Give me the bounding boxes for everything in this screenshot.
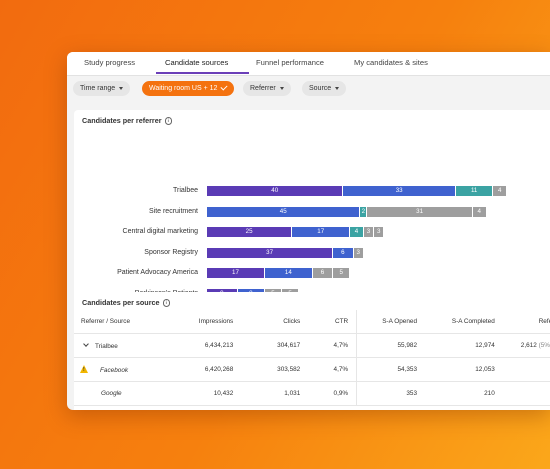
table-row[interactable]: Google 10,432 1,031 0,9% 353 210 (74, 381, 550, 406)
row-name: Facebook (100, 367, 129, 374)
bar-segment[interactable]: 6 (333, 247, 353, 258)
sa-opened-cell: 55,982 (356, 333, 426, 358)
source-filter[interactable]: Source (302, 81, 347, 96)
filter-bar: Time range Waiting room US + 12 Referrer… (67, 81, 550, 97)
tab-bar: Study progress Candidate sources Funnel … (67, 52, 550, 76)
tab-study-progress[interactable]: Study progress (84, 58, 136, 67)
referred-value: 2,612 (520, 342, 537, 349)
impressions-cell: 10,432 (167, 381, 242, 406)
bar-segment[interactable]: 45 (207, 206, 360, 217)
row-name: Trialbee (95, 342, 118, 350)
waiting-room-label: Waiting room US + 12 (149, 85, 218, 92)
time-range-filter[interactable]: Time range (73, 81, 131, 96)
bar-segment[interactable]: 3 (374, 227, 384, 237)
bar-segment[interactable]: 37 (207, 247, 333, 258)
clicks-cell: 304,617 (241, 333, 309, 358)
bar-segment[interactable]: 17 (207, 268, 264, 278)
bar-label: Patient Advocacy America (117, 269, 198, 276)
warning-icon: ! (80, 365, 88, 373)
chevron-down-icon (119, 86, 124, 90)
table-row[interactable]: Trialbee 6,434,213 304,617 4,7% 55,982 1… (74, 333, 550, 358)
referred-cell (502, 381, 550, 406)
impressions-cell: 6,420,268 (167, 357, 242, 382)
info-icon[interactable]: i (164, 117, 172, 125)
bar-segment[interactable]: 33 (343, 186, 455, 196)
tab-funnel-performance[interactable]: Funnel performance (256, 58, 324, 67)
bar-segment[interactable]: 4 (472, 206, 486, 217)
sa-completed-cell: 12,053 (425, 357, 503, 382)
bar-segment[interactable]: 25 (207, 227, 292, 237)
bar-segment[interactable]: 40 (207, 186, 343, 196)
bar-segment[interactable]: 11 (455, 186, 493, 196)
referrer-card-title-text: Candidates per referrer (82, 116, 162, 125)
column-header-sa-completed[interactable]: S-A Completed (425, 310, 503, 334)
referred-cell (502, 357, 550, 382)
source-label: Source (309, 85, 332, 92)
sa-opened-cell: 54,353 (356, 357, 426, 382)
referrer-filter[interactable]: Referrer (243, 81, 291, 96)
clicks-cell: 303,582 (241, 357, 309, 382)
dashboard-window: Study progress Candidate sources Funnel … (67, 52, 550, 410)
bar-segment[interactable]: 6 (312, 268, 333, 278)
table-row[interactable]: ! Facebook 6,420,268 303,582 4,7% 54,353 … (74, 357, 550, 382)
column-header-referred[interactable]: Referre (502, 310, 550, 334)
bar-segment[interactable]: 14 (264, 268, 312, 278)
column-header-clicks[interactable]: Clicks (241, 310, 309, 334)
sa-completed-cell: 12,974 (425, 333, 503, 358)
referred-extra: (5% (538, 342, 550, 349)
chevron-down-icon (335, 86, 340, 90)
row-name-cell: Trialbee (74, 333, 168, 358)
bar-segment[interactable]: 3 (353, 247, 363, 258)
info-icon[interactable]: i (162, 299, 170, 307)
sa-opened-cell: 353 (356, 381, 426, 406)
bar-segment[interactable]: 4 (350, 227, 363, 237)
column-header-sa-opened[interactable]: S-A Opened (356, 310, 426, 334)
bar-segment[interactable]: 31 (367, 206, 472, 217)
table-header-row: Referrer / Source Impressions Clicks CTR… (74, 310, 550, 334)
source-card-title-text: Candidates per source (82, 298, 160, 307)
ctr-cell: 4,7% (308, 357, 357, 382)
bar-segment[interactable]: 4 (493, 186, 507, 196)
check-icon (220, 83, 228, 91)
bar-label: Sponsor Registry (144, 248, 198, 256)
column-header-impressions[interactable]: Impressions (167, 310, 242, 334)
source-table: Referrer / Source Impressions Clicks CTR… (74, 310, 550, 406)
bar-segment[interactable]: 17 (292, 227, 350, 237)
chevron-down-icon (279, 86, 284, 90)
column-header-ctr[interactable]: CTR (308, 310, 357, 334)
bar-segment[interactable]: 3 (363, 227, 374, 237)
bar-segment[interactable]: 2 (360, 206, 367, 217)
bar-label: Site recruitment (148, 207, 198, 215)
column-header-referrer-source[interactable]: Referrer / Source (74, 310, 168, 334)
chevron-down-icon[interactable] (83, 340, 89, 347)
waiting-room-filter[interactable]: Waiting room US + 12 (142, 81, 235, 96)
tab-my-candidates-sites[interactable]: My candidates & sites (354, 58, 428, 67)
row-name-cell: Google (74, 381, 168, 406)
source-table-card: Candidates per source i Referrer / Source… (74, 292, 550, 410)
row-name-cell: ! Facebook (74, 357, 168, 382)
referrer-label: Referrer (250, 85, 276, 92)
time-range-label: Time range (80, 85, 116, 92)
bar-label: Central digital marketing (122, 228, 198, 235)
sa-completed-cell: 210 (425, 381, 503, 406)
referred-cell: 2,612 (5% (502, 333, 550, 358)
ctr-cell: 4,7% (308, 333, 357, 358)
ctr-cell: 0,9% (308, 381, 357, 406)
bar-segment[interactable]: 5 (333, 268, 350, 278)
active-tab-indicator (156, 72, 249, 74)
referrer-card-title: Candidates per referrer i (82, 116, 172, 125)
tab-candidate-sources[interactable]: Candidate sources (165, 58, 229, 67)
source-card-title: Candidates per source i (82, 298, 170, 307)
bar-label: Trialbee (172, 187, 198, 194)
impressions-cell: 6,434,213 (167, 333, 242, 358)
row-name: Google (101, 390, 122, 397)
clicks-cell: 1,031 (241, 381, 309, 406)
